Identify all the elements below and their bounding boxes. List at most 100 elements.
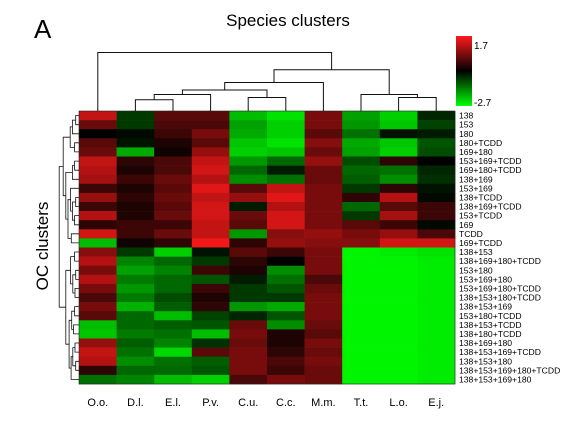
- heatmap-cell: [417, 129, 456, 139]
- heatmap-cell: [116, 374, 155, 385]
- column-labels: O.o. D.l. E.l. P.v. C.u. C.c. M.m. T.t. L.o. E.j.: [87, 397, 444, 409]
- heatmap-cell: [191, 274, 230, 285]
- heatmap-cell: [229, 283, 268, 294]
- heatmap-cell: [229, 338, 268, 348]
- heatmap-cell: [304, 202, 343, 212]
- heatmap-cell: [154, 120, 193, 130]
- heatmap-cell: [229, 293, 268, 303]
- heatmap-cell: [116, 156, 155, 166]
- heatmap-cell: [191, 174, 230, 185]
- heatmap-cell: [379, 120, 418, 130]
- heatmap-cell: [79, 274, 117, 285]
- dendrogram-link: [62, 136, 71, 197]
- heatmap-cell: [417, 274, 456, 285]
- heatmap-cell: [417, 220, 456, 230]
- heatmap-cell: [342, 238, 381, 248]
- heatmap-cell: [154, 302, 193, 312]
- heatmap-cell: [229, 156, 268, 166]
- heatmap-cell: [417, 320, 456, 330]
- heatmap-cell: [267, 147, 305, 157]
- heatmap-cell: [267, 256, 305, 266]
- heatmap-cell: [229, 311, 268, 321]
- dendrogram-link: [97, 52, 333, 111]
- heatmap-cell: [417, 293, 456, 303]
- heatmap-cell: [116, 265, 155, 276]
- heatmap-cell: [267, 356, 305, 367]
- dendrogram-link: [72, 165, 79, 180]
- heatmap-cell: [191, 356, 230, 367]
- row-label: 138+153+169: [459, 302, 512, 312]
- heatmap-cell: [79, 202, 117, 212]
- heatmap-cell: [379, 329, 418, 339]
- heatmap-cell: [304, 238, 343, 248]
- heatmap-cell: [154, 293, 193, 303]
- heatmap-cell: [229, 265, 268, 276]
- heatmap-cell: [342, 311, 381, 321]
- dendrogram-link: [74, 306, 79, 317]
- heatmap-cell: [191, 256, 230, 266]
- heatmap-cell: [379, 220, 418, 230]
- heatmap-cell: [191, 111, 230, 121]
- dendrogram-link: [74, 160, 79, 171]
- heatmap-cell: [342, 320, 381, 330]
- heatmap-cell: [229, 356, 268, 367]
- column-label: T.t.: [354, 397, 369, 409]
- heatmap-cell: [116, 165, 155, 175]
- heatmap-cell: [79, 283, 117, 294]
- heatmap-cell: [116, 365, 155, 376]
- heatmap-cell: [417, 356, 456, 367]
- dendrogram-link: [134, 99, 174, 111]
- heatmap-cell: [267, 365, 305, 376]
- heatmap-cell: [116, 183, 155, 194]
- dendrogram-link: [224, 82, 324, 111]
- dendrogram-link: [75, 360, 79, 371]
- row-label: 153+169+180+TCDD: [459, 283, 541, 293]
- heatmap-cell: [304, 211, 343, 221]
- heatmap-cell: [191, 165, 230, 175]
- dendrogram-link: [65, 172, 73, 220]
- heatmap-cell: [379, 338, 418, 348]
- heatmap-cell: [379, 183, 418, 194]
- row-label: 180: [459, 129, 474, 139]
- heatmap-cell: [304, 302, 343, 312]
- row-label: 138+153+180: [459, 356, 512, 366]
- heatmap-cell: [116, 302, 155, 312]
- heatmap-cell: [79, 211, 117, 221]
- heatmap-cell: [417, 183, 456, 194]
- heatmap-cell: [417, 329, 456, 339]
- column-label: E.j.: [428, 397, 444, 409]
- heatmap-cell: [79, 229, 117, 239]
- heatmap-cell: [154, 356, 193, 367]
- heatmap-cell: [191, 238, 230, 248]
- heatmap-cell: [191, 283, 230, 294]
- heatmap-cell: [79, 129, 117, 139]
- heatmap-cell: [229, 374, 268, 385]
- heatmap-cell: [79, 302, 117, 312]
- heatmap-cell: [379, 347, 418, 357]
- heatmap-cell: [267, 183, 305, 194]
- column-label: E.l.: [165, 397, 181, 409]
- heatmap-cell: [116, 220, 155, 230]
- heatmap-cell: [229, 183, 268, 194]
- row-label: 153+169+180: [459, 274, 512, 284]
- dendrogram-link: [153, 94, 212, 111]
- heatmap-cell: [304, 256, 343, 266]
- heatmap-cell: [267, 329, 305, 339]
- heatmap-cell: [267, 274, 305, 285]
- heatmap-cell: [191, 302, 230, 312]
- heatmap-cell: [154, 347, 193, 357]
- dendrogram-link: [75, 269, 79, 280]
- dendrogram-link: [70, 356, 79, 380]
- heatmap-cell: [342, 147, 381, 157]
- heatmap-cell: [116, 120, 155, 130]
- heatmap-cell: [342, 256, 381, 266]
- heatmap-cell: [417, 202, 456, 212]
- heatmap-cell: [342, 229, 381, 239]
- heatmap-cell: [304, 347, 343, 357]
- heatmap-cell: [191, 138, 230, 148]
- heatmap-cell: [191, 311, 230, 321]
- heatmap-cell: [342, 274, 381, 285]
- heatmap-cell: [79, 293, 117, 303]
- heatmap-cell: [267, 302, 305, 312]
